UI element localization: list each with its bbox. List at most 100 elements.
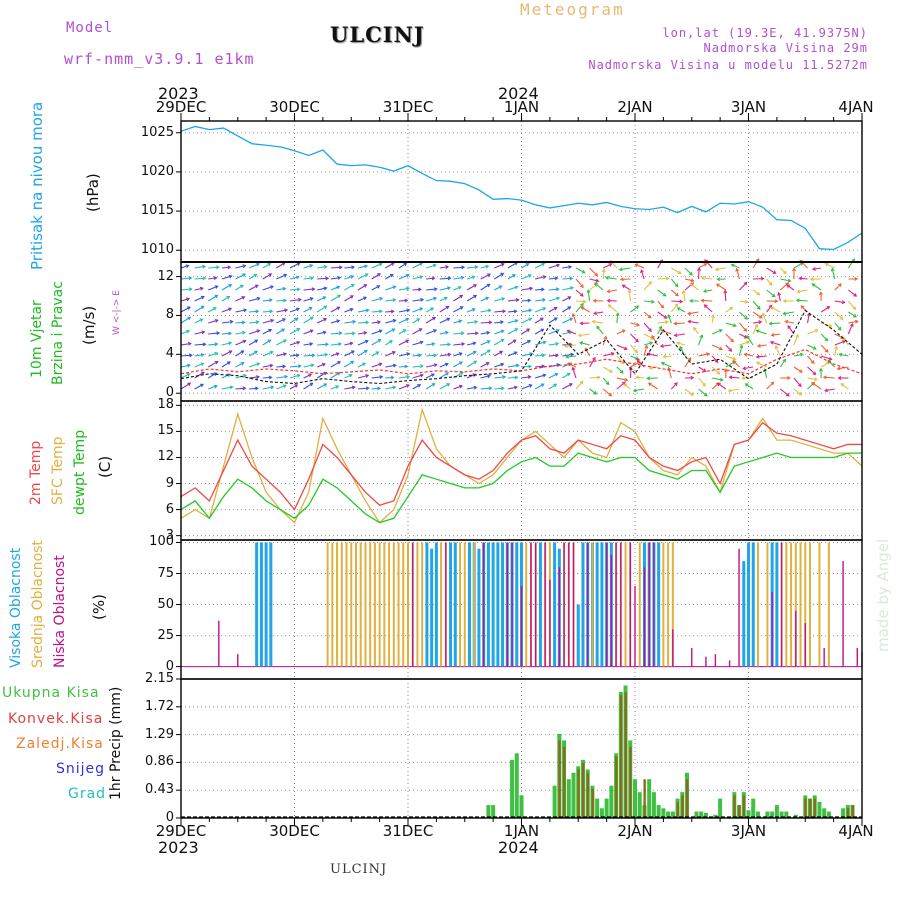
wind-arrowhead (283, 298, 287, 303)
wind-arrowhead (309, 329, 314, 334)
wind-arrowhead (570, 352, 575, 357)
total-precip-bar (599, 808, 604, 818)
wind-arrowhead (229, 385, 234, 390)
wind-arrowhead (254, 284, 259, 289)
wind-arrowhead (433, 363, 438, 368)
wind-arrowhead (660, 361, 665, 366)
wind-arrowhead (786, 284, 791, 288)
wind-arrow (453, 320, 462, 324)
wind-arrow (303, 343, 313, 346)
wind-arrow (221, 361, 231, 368)
wind-arrowhead (269, 350, 274, 355)
wind-arrowhead (338, 265, 343, 270)
wind-arrowhead (592, 356, 596, 361)
wind-arrow (661, 329, 672, 335)
wind-arrowhead (770, 381, 775, 386)
wind-arrowhead (542, 340, 547, 345)
wind-arrowhead (842, 336, 846, 341)
wind-arrowhead (618, 267, 623, 272)
wind-arrow (344, 332, 355, 335)
wind-arrow (235, 284, 244, 291)
wind-arrow (208, 385, 218, 390)
wind-arrow (633, 388, 645, 392)
wind-arrow (276, 339, 287, 346)
wind-arrow (385, 285, 396, 291)
low-cloud-bar (530, 542, 532, 667)
wind-arrow (289, 276, 300, 280)
convective-precip-bar (676, 801, 679, 818)
wind-arrow (824, 388, 835, 392)
pressure-ylabel: Pritisak na nivou mora (28, 101, 46, 270)
wind-arrow (262, 273, 272, 280)
wind-arrow (371, 263, 382, 269)
temp-ytick-label: 18 (157, 397, 174, 413)
wind-arrow (453, 276, 464, 280)
wind-arrow (562, 383, 573, 390)
total-precip-bar (718, 798, 723, 818)
wind-arrowhead (433, 296, 438, 301)
wind-arrow (262, 364, 273, 368)
wind-arrow (548, 373, 558, 379)
wind-arrowhead (811, 283, 816, 287)
wind-arrow (534, 328, 544, 335)
high-cloud-bar (515, 542, 519, 667)
wind-arrowhead (716, 277, 721, 282)
total-precip-bar (751, 798, 756, 818)
wind-arrow (657, 326, 663, 335)
wind-arrow (834, 322, 842, 331)
wind-arrowhead (500, 362, 505, 367)
total-precip-bar (746, 810, 751, 818)
wind-arrow (712, 377, 723, 381)
wind-arrowhead (201, 371, 205, 376)
convective-precip-bar (577, 769, 580, 818)
wind-arrowhead (389, 273, 394, 278)
wind-arrow (752, 324, 758, 335)
wind-arrow (466, 308, 476, 313)
wind-arrow (756, 361, 767, 368)
convective-precip-bar (629, 746, 632, 818)
convective-precip-bar (738, 805, 741, 818)
wind-arrow (439, 297, 448, 302)
low-cloud-bar (544, 542, 546, 667)
wind-arrow (521, 340, 531, 346)
wind-arrow (622, 284, 631, 291)
low-cloud-bar (643, 567, 646, 667)
wind-arrow (578, 333, 590, 337)
wind-arrowhead (728, 375, 733, 380)
mid-cloud-bar (373, 542, 376, 667)
convective-precip-bar (563, 746, 566, 818)
wind-arrowhead (541, 262, 546, 267)
wind-arrow (674, 333, 686, 337)
wind-arrow (330, 306, 340, 313)
pressure-ytick-label: 1015 (140, 203, 174, 219)
wind-arrowhead (405, 339, 410, 344)
wind-arrowhead (800, 305, 805, 309)
total-precip-bar (647, 779, 652, 818)
wind-arrow (357, 331, 367, 335)
wind-arrow (439, 343, 451, 346)
total-precip-bar (670, 811, 675, 818)
bottom-xtick-label-4jan: 4JAN (838, 822, 874, 840)
wind-arrowhead (658, 325, 663, 330)
convective-precip-bar (558, 740, 561, 818)
wind-arrowhead (513, 385, 518, 390)
wind-arrow (682, 290, 686, 302)
wind-arrow (358, 321, 369, 324)
high-cloud-bar (434, 542, 438, 667)
wind-arrowhead (719, 377, 724, 382)
wind-arrowhead (351, 331, 356, 336)
wind-arrowhead (186, 306, 191, 310)
wind-arrow (398, 262, 407, 269)
wind-arrowhead (596, 375, 601, 380)
wind-arrowhead (471, 308, 476, 312)
wind-arrowhead (770, 306, 775, 311)
wind-arrowhead (697, 267, 701, 272)
wind-arrow (657, 321, 668, 324)
wind-arrowhead (323, 317, 328, 322)
wind-arrowhead (718, 346, 723, 351)
wind-arrowhead (812, 371, 817, 376)
wind-arrow (757, 344, 767, 347)
total-precip-bar (779, 811, 784, 818)
wind-arrow (739, 322, 747, 332)
wind-arrowhead (256, 296, 261, 301)
